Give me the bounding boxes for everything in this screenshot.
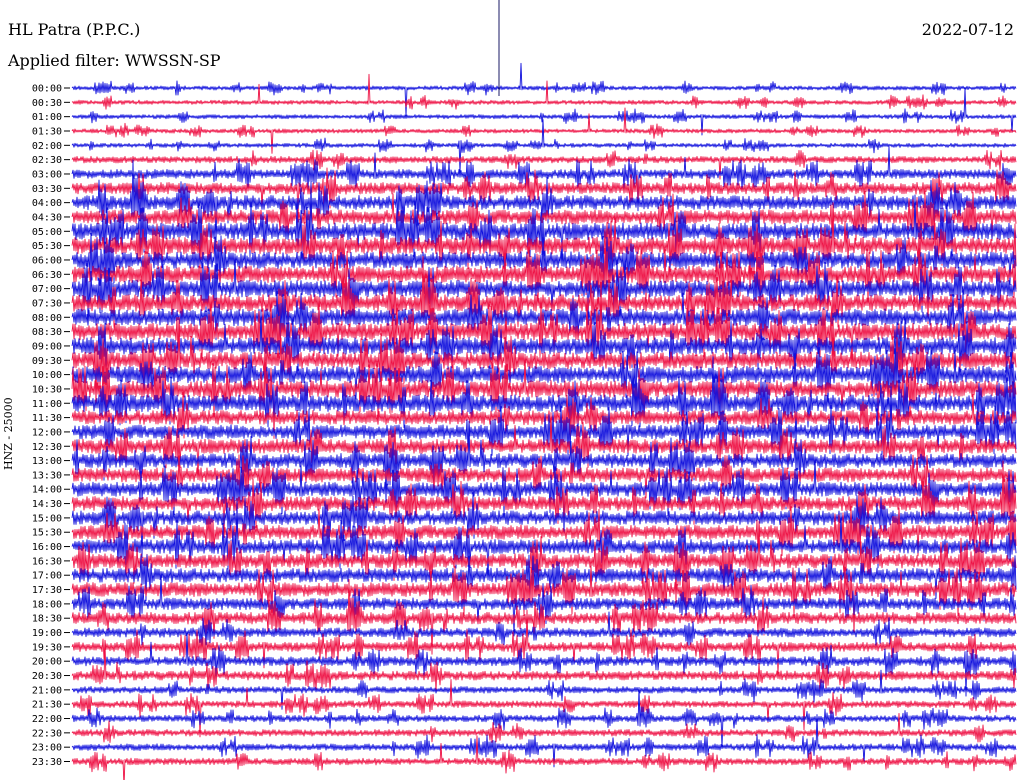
trace-line-01:30 <box>71 107 1017 154</box>
trace-line-15:30 <box>71 505 1017 557</box>
trace-line-20:30 <box>71 642 1017 693</box>
time-tick-label: 07:30 <box>32 298 62 309</box>
time-tick-label: 04:30 <box>32 212 62 223</box>
trace-line-23:00 <box>71 714 1017 768</box>
trace-line-10:30 <box>71 353 1017 439</box>
trace-line-21:30 <box>71 678 1017 738</box>
trace-line-20:00 <box>71 632 1017 697</box>
date-label: 2022-07-12 <box>921 20 1014 39</box>
trace-line-14:00 <box>71 456 1017 535</box>
time-tick-label: 18:30 <box>32 614 62 625</box>
time-tick-label: 08:30 <box>32 327 62 338</box>
time-tick-label: 19:00 <box>32 628 62 639</box>
time-tick-label: 04:00 <box>32 198 62 209</box>
trace-line-12:00 <box>71 386 1017 456</box>
time-tick-label: 14:30 <box>32 499 62 510</box>
time-tick-label: 06:00 <box>32 255 62 266</box>
trace-line-17:00 <box>71 554 1017 602</box>
trace-line-03:30 <box>71 167 1017 220</box>
time-tick-label: 02:30 <box>32 155 62 166</box>
trace-line-03:00 <box>71 146 1017 212</box>
trace-line-09:00 <box>71 309 1017 376</box>
time-tick-label: 21:00 <box>32 685 62 696</box>
time-tick-label: 16:30 <box>32 556 62 567</box>
trace-line-23:30 <box>71 735 1017 780</box>
trace-line-15:00 <box>71 491 1017 558</box>
trace-line-05:30 <box>71 202 1017 293</box>
time-tick-label: 17:00 <box>32 571 62 582</box>
time-tick-label: 05:00 <box>32 227 62 238</box>
trace-line-07:30 <box>71 255 1017 347</box>
time-tick-label: 22:00 <box>32 714 62 725</box>
trace-line-22:00 <box>71 687 1017 749</box>
trace-line-17:30 <box>71 565 1017 636</box>
trace-line-08:00 <box>71 289 1017 342</box>
trace-line-12:30 <box>71 412 1017 479</box>
time-tick-label: 05:30 <box>32 241 62 252</box>
time-tick-label: 11:00 <box>32 399 62 410</box>
time-tick-label: 06:30 <box>32 270 62 281</box>
time-tick-label: 12:30 <box>32 442 62 453</box>
trace-line-19:30 <box>71 609 1017 675</box>
time-tick-label: 22:30 <box>32 728 62 739</box>
trace-line-02:30 <box>71 149 1017 180</box>
time-tick-label: 13:30 <box>32 470 62 481</box>
time-tick-label: 09:00 <box>32 341 62 352</box>
trace-group <box>71 62 1017 780</box>
trace-line-01:00 <box>71 87 1017 136</box>
time-tick-label: 02:00 <box>32 141 62 152</box>
time-tick-label: 03:30 <box>32 184 62 195</box>
time-tick-label: 10:30 <box>32 384 62 395</box>
time-tick-label: 23:30 <box>32 757 62 768</box>
trace-line-00:00 <box>71 62 1017 117</box>
trace-line-16:30 <box>71 520 1017 605</box>
trace-line-08:30 <box>71 281 1017 367</box>
trace-line-09:30 <box>71 316 1017 408</box>
trace-line-06:30 <box>71 246 1017 325</box>
time-tick-label: 20:30 <box>32 671 62 682</box>
trace-line-18:00 <box>71 573 1017 636</box>
time-tick-label: 17:30 <box>32 585 62 596</box>
trace-line-21:00 <box>71 669 1017 710</box>
trace-line-10:00 <box>71 346 1017 406</box>
trace-line-06:00 <box>71 232 1017 291</box>
trace-line-18:30 <box>71 578 1017 655</box>
time-tick-label: 16:00 <box>32 542 62 553</box>
trace-line-04:00 <box>71 159 1017 243</box>
time-tick-label: 07:00 <box>32 284 62 295</box>
time-tick-label: 18:00 <box>32 599 62 610</box>
time-tick-label: 21:30 <box>32 700 62 711</box>
station-title: HL Patra (P.P.C.) <box>8 20 141 39</box>
trace-line-07:00 <box>71 253 1017 326</box>
trace-line-19:00 <box>71 611 1017 647</box>
time-tick-label: 13:00 <box>32 456 62 467</box>
time-tick-label: 19:30 <box>32 642 62 653</box>
trace-line-14:30 <box>71 460 1017 538</box>
trace-line-11:00 <box>71 356 1017 447</box>
time-tick-label: 08:00 <box>32 313 62 324</box>
time-tick-label: 00:00 <box>32 84 62 95</box>
time-tick-label: 09:30 <box>32 356 62 367</box>
trace-line-11:30 <box>71 391 1017 439</box>
trace-line-22:30 <box>71 712 1017 743</box>
time-tick-label: 20:00 <box>32 657 62 668</box>
trace-line-04:30 <box>71 190 1017 241</box>
time-tick-label: 01:00 <box>32 112 62 123</box>
time-tick-label: 15:30 <box>32 528 62 539</box>
time-tick-label: 15:00 <box>32 513 62 524</box>
time-tick-label: 00:30 <box>32 98 62 109</box>
time-tick-label: 23:00 <box>32 743 62 754</box>
time-tick-label: 03:00 <box>32 169 62 180</box>
time-tick-label: 12:00 <box>32 427 62 438</box>
time-tick-label: 14:00 <box>32 485 62 496</box>
trace-line-13:00 <box>71 420 1017 504</box>
time-tick-label: 11:30 <box>32 413 62 424</box>
time-tick-label: 10:00 <box>32 370 62 381</box>
time-tick-label: 01:30 <box>32 126 62 137</box>
filter-label: Applied filter: WWSSN-SP <box>8 51 221 70</box>
trace-line-02:00 <box>71 119 1017 173</box>
time-label-group: 00:00 00:30 01:00 01:30 02:00 02:30 03:00 03:30… <box>32 84 70 768</box>
trace-line-00:30 <box>71 73 1017 110</box>
